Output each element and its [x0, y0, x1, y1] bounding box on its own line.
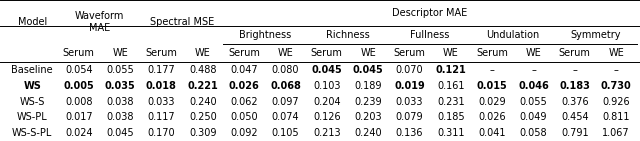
- Text: WS-S: WS-S: [20, 97, 45, 106]
- Text: 0.204: 0.204: [313, 97, 340, 106]
- Text: 0.047: 0.047: [230, 65, 258, 75]
- Text: 0.309: 0.309: [189, 128, 216, 138]
- Text: 0.203: 0.203: [355, 112, 382, 122]
- Text: Serum: Serum: [311, 48, 342, 58]
- Text: WS-PL: WS-PL: [17, 112, 47, 122]
- Text: 0.136: 0.136: [396, 128, 423, 138]
- Text: 0.005: 0.005: [63, 81, 94, 91]
- Text: 1.067: 1.067: [602, 128, 630, 138]
- Text: Baseline: Baseline: [12, 65, 53, 75]
- Text: Serum: Serum: [228, 48, 260, 58]
- Text: WE: WE: [195, 48, 211, 58]
- Text: Richness: Richness: [326, 30, 369, 40]
- Text: 0.074: 0.074: [271, 112, 300, 122]
- Text: 0.121: 0.121: [435, 65, 466, 75]
- Text: 0.049: 0.049: [520, 112, 547, 122]
- Text: 0.046: 0.046: [518, 81, 549, 91]
- Text: Serum: Serum: [559, 48, 591, 58]
- Text: 0.045: 0.045: [312, 65, 342, 75]
- Text: 0.029: 0.029: [478, 97, 506, 106]
- Text: 0.791: 0.791: [561, 128, 589, 138]
- Text: 0.033: 0.033: [148, 97, 175, 106]
- Text: WE: WE: [608, 48, 624, 58]
- Text: 0.054: 0.054: [65, 65, 93, 75]
- Text: WE: WE: [443, 48, 459, 58]
- Text: WS: WS: [23, 81, 41, 91]
- Text: 0.126: 0.126: [313, 112, 340, 122]
- Text: 0.239: 0.239: [355, 97, 382, 106]
- Text: –: –: [614, 65, 619, 75]
- Text: 0.055: 0.055: [106, 65, 134, 75]
- Text: Serum: Serum: [394, 48, 426, 58]
- Text: Brightness: Brightness: [239, 30, 291, 40]
- Text: 0.189: 0.189: [355, 81, 382, 91]
- Text: 0.097: 0.097: [271, 97, 300, 106]
- Text: WE: WE: [278, 48, 293, 58]
- Text: WE: WE: [525, 48, 541, 58]
- Text: WS-S-PL: WS-S-PL: [12, 128, 52, 138]
- Text: 0.070: 0.070: [396, 65, 423, 75]
- Text: Undulation: Undulation: [486, 30, 540, 40]
- Text: 0.008: 0.008: [65, 97, 93, 106]
- Text: 0.092: 0.092: [230, 128, 258, 138]
- Text: 0.055: 0.055: [520, 97, 547, 106]
- Text: Descriptor MAE: Descriptor MAE: [392, 8, 468, 18]
- Text: 0.250: 0.250: [189, 112, 217, 122]
- Text: 0.035: 0.035: [105, 81, 136, 91]
- Text: 0.018: 0.018: [146, 81, 177, 91]
- Text: 0.103: 0.103: [313, 81, 340, 91]
- Text: 0.221: 0.221: [188, 81, 218, 91]
- Text: Serum: Serum: [63, 48, 95, 58]
- Text: 0.038: 0.038: [106, 112, 134, 122]
- Text: –: –: [531, 65, 536, 75]
- Text: Model: Model: [18, 17, 47, 27]
- Text: 0.811: 0.811: [602, 112, 630, 122]
- Text: 0.231: 0.231: [437, 97, 465, 106]
- Text: 0.068: 0.068: [270, 81, 301, 91]
- Text: Serum: Serum: [145, 48, 177, 58]
- Text: 0.730: 0.730: [601, 81, 632, 91]
- Text: Serum: Serum: [476, 48, 508, 58]
- Text: 0.376: 0.376: [561, 97, 589, 106]
- Text: 0.185: 0.185: [437, 112, 465, 122]
- Text: Fullness: Fullness: [410, 30, 450, 40]
- Text: Spectral MSE: Spectral MSE: [150, 17, 214, 27]
- Text: 0.183: 0.183: [559, 81, 590, 91]
- Text: 0.311: 0.311: [437, 128, 465, 138]
- Text: 0.050: 0.050: [230, 112, 258, 122]
- Text: Waveform
MAE: Waveform MAE: [75, 11, 124, 33]
- Text: 0.161: 0.161: [437, 81, 465, 91]
- Text: 0.177: 0.177: [148, 65, 175, 75]
- Text: 0.038: 0.038: [106, 97, 134, 106]
- Text: WE: WE: [112, 48, 128, 58]
- Text: 0.045: 0.045: [106, 128, 134, 138]
- Text: 0.041: 0.041: [478, 128, 506, 138]
- Text: 0.015: 0.015: [477, 81, 508, 91]
- Text: 0.024: 0.024: [65, 128, 93, 138]
- Text: 0.058: 0.058: [520, 128, 547, 138]
- Text: WE: WE: [360, 48, 376, 58]
- Text: 0.240: 0.240: [189, 97, 216, 106]
- Text: 0.062: 0.062: [230, 97, 258, 106]
- Text: 0.240: 0.240: [355, 128, 382, 138]
- Text: 0.454: 0.454: [561, 112, 589, 122]
- Text: –: –: [490, 65, 495, 75]
- Text: 0.105: 0.105: [271, 128, 300, 138]
- Text: 0.080: 0.080: [272, 65, 299, 75]
- Text: 0.017: 0.017: [65, 112, 93, 122]
- Text: 0.033: 0.033: [396, 97, 423, 106]
- Text: 0.488: 0.488: [189, 65, 216, 75]
- Text: 0.026: 0.026: [228, 81, 259, 91]
- Text: 0.170: 0.170: [148, 128, 175, 138]
- Text: 0.045: 0.045: [353, 65, 383, 75]
- Text: Symmetry: Symmetry: [570, 30, 621, 40]
- Text: 0.117: 0.117: [148, 112, 175, 122]
- Text: 0.026: 0.026: [478, 112, 506, 122]
- Text: 0.926: 0.926: [602, 97, 630, 106]
- Text: 0.213: 0.213: [313, 128, 340, 138]
- Text: –: –: [572, 65, 577, 75]
- Text: 0.019: 0.019: [394, 81, 425, 91]
- Text: 0.079: 0.079: [396, 112, 423, 122]
